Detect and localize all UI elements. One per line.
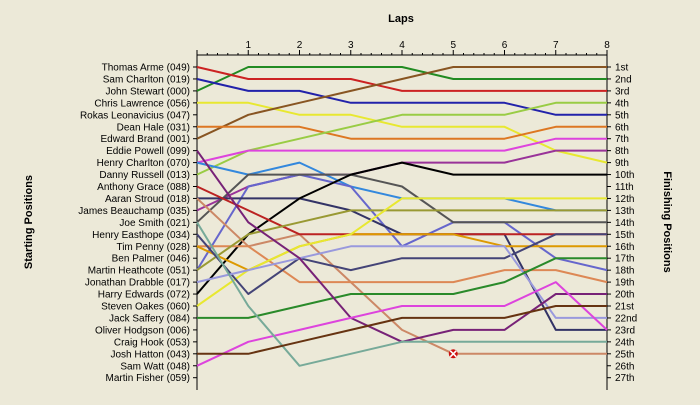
finish-label: 4th <box>615 98 629 109</box>
series-line-22 <box>196 245 607 319</box>
start-label: Josh Hatton (043) <box>111 349 191 360</box>
start-label: Edward Brand (001) <box>101 134 191 145</box>
start-label: Henry Charlton (070) <box>97 158 190 169</box>
finish-label: 2nd <box>615 74 632 85</box>
x-tick-label: 1 <box>245 40 251 51</box>
start-label: Joe Smith (021) <box>119 218 190 229</box>
x-tick-label: 5 <box>450 40 456 51</box>
series-line-3 <box>196 78 607 116</box>
start-label: Danny Russell (013) <box>99 170 190 181</box>
finish-label: 9th <box>615 158 629 169</box>
finish-label: 3rd <box>615 86 629 97</box>
start-label: Thomas Arme (049) <box>102 63 190 74</box>
retired-marker <box>448 349 458 359</box>
finish-label: 20th <box>615 290 634 301</box>
finish-label: 26th <box>615 361 634 372</box>
finish-label: 23rd <box>615 325 635 336</box>
series-line-13 <box>197 197 607 331</box>
series-line-1 <box>196 66 607 92</box>
start-label: Sam Watt (048) <box>120 361 190 372</box>
series-line-20 <box>196 197 607 307</box>
start-label: Eddie Powell (099) <box>106 146 190 157</box>
series-line-12 <box>196 173 607 224</box>
retired-marker-cross <box>449 350 457 358</box>
finish-label: 25th <box>615 349 634 360</box>
start-label: Craig Hook (053) <box>114 337 190 348</box>
start-label: Oliver Hodgson (006) <box>95 325 190 336</box>
series-line-18 <box>196 209 607 271</box>
finish-label: 14th <box>615 218 634 229</box>
x-tick-label: 8 <box>604 40 610 51</box>
series-line-21 <box>196 233 607 295</box>
start-label: Dean Hale (031) <box>117 122 190 133</box>
x-tick-label: 2 <box>297 40 303 51</box>
finish-label: 10th <box>615 170 634 181</box>
finish-label: 12th <box>615 194 634 205</box>
labels-group: Thomas Arme (049)Sam Charlton (019)John … <box>78 63 637 385</box>
finish-label: 21st <box>615 302 634 313</box>
start-label: Harry Edwards (072) <box>98 290 190 301</box>
x-axis-title: Laps <box>388 13 414 25</box>
axes: 1 2 3 4 5 6 7 8 <box>193 40 611 390</box>
series-line-10 <box>196 149 607 212</box>
series-line-2 <box>196 66 607 92</box>
start-label: Jonathan Drabble (017) <box>85 278 190 289</box>
series-line-23 <box>197 257 607 319</box>
series-group <box>196 66 608 367</box>
start-label: John Stewart (000) <box>106 86 191 97</box>
start-label: Tim Penny (028) <box>116 242 190 253</box>
start-label: Martin Fisher (059) <box>106 373 190 384</box>
x-tick-label: 6 <box>502 40 508 51</box>
series-line-7 <box>196 101 607 176</box>
finish-label: 22nd <box>615 313 637 324</box>
finish-label: 27th <box>615 373 634 384</box>
series-line-8 <box>196 137 607 164</box>
start-label: Chris Lawrence (056) <box>94 98 190 109</box>
series-line-15 <box>196 197 607 355</box>
start-label: Martin Heathcote (051) <box>88 266 190 277</box>
series-line-14 <box>196 161 607 295</box>
start-label: Ben Palmer (046) <box>112 254 190 265</box>
finish-label: 18th <box>615 266 634 277</box>
series-line-6 <box>197 125 607 140</box>
series-line-25 <box>196 281 608 367</box>
finish-label: 17th <box>615 254 634 265</box>
start-label: Rokas Leonavicius (047) <box>80 110 190 121</box>
series-line-5 <box>196 66 607 140</box>
finish-label: 6th <box>615 122 629 133</box>
series-line-26 <box>196 221 607 367</box>
x-tick-label: 7 <box>553 40 559 51</box>
x-tick-label: 4 <box>399 40 405 51</box>
finish-label: 1st <box>615 63 629 74</box>
series-line-17 <box>197 245 608 284</box>
start-label: Anthony Grace (088) <box>97 182 190 193</box>
start-label: Aaran Stroud (018) <box>105 194 190 205</box>
start-label: James Beauchamp (035) <box>78 206 190 217</box>
left-axis-title: Starting Positions <box>23 175 35 269</box>
start-label: Steven Oakes (060) <box>101 302 190 313</box>
right-axis-title: Finishing Positions <box>661 171 673 272</box>
series-line-27 <box>197 305 607 355</box>
finish-label: 13th <box>615 206 634 217</box>
finish-label: 7th <box>615 134 629 145</box>
x-tick-label: 3 <box>348 40 354 51</box>
finish-label: 24th <box>615 337 634 348</box>
finish-label: 11th <box>615 182 634 193</box>
finish-label: 5th <box>615 110 629 121</box>
start-label: Sam Charlton (019) <box>103 74 190 85</box>
finish-label: 15th <box>615 230 634 241</box>
finish-label: 19th <box>615 278 634 289</box>
finish-label: 16th <box>615 242 634 253</box>
start-label: Henry Easthope (034) <box>92 230 190 241</box>
finish-label: 8th <box>615 146 629 157</box>
start-label: Jack Saffery (084) <box>109 313 190 324</box>
